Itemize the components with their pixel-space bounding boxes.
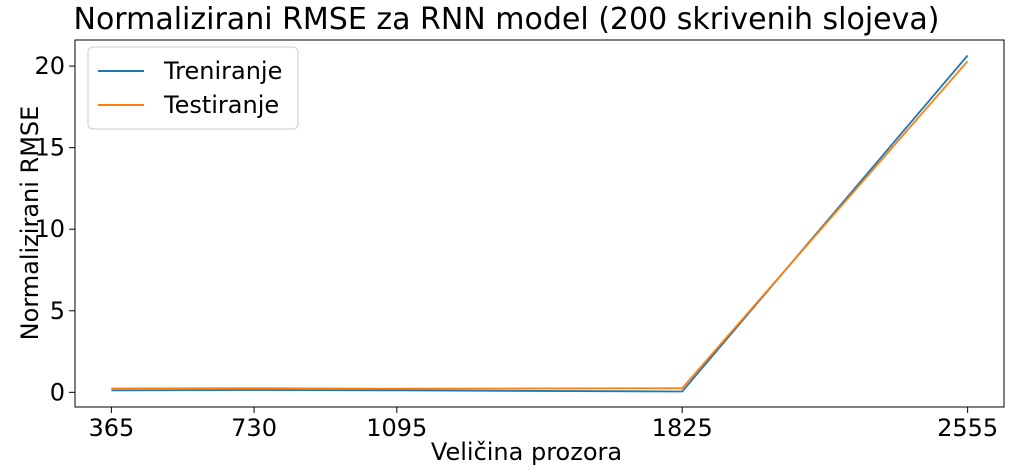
x-tick-label: 1095 xyxy=(366,414,427,442)
y-tick-label: 20 xyxy=(34,52,65,80)
y-tick-label: 15 xyxy=(34,134,65,162)
y-tick-label: 5 xyxy=(50,297,65,325)
x-axis-label: Veličina prozora xyxy=(430,438,623,466)
x-tick-label: 365 xyxy=(88,414,134,442)
x-tick-label: 730 xyxy=(231,414,277,442)
chart-title: Normalizirani RMSE za RNN model (200 skr… xyxy=(73,2,940,37)
plot-frame xyxy=(74,39,1005,408)
x-tick-label: 1825 xyxy=(652,414,713,442)
x-tick-label: 2555 xyxy=(937,414,998,442)
y-tick-label: 10 xyxy=(34,215,65,243)
series-line-testiranje xyxy=(111,60,969,390)
y-tick-label: 0 xyxy=(50,378,65,406)
legend-label: Treniranje xyxy=(163,57,282,85)
legend-box xyxy=(87,46,299,130)
legend-label: Testiranje xyxy=(163,91,279,119)
